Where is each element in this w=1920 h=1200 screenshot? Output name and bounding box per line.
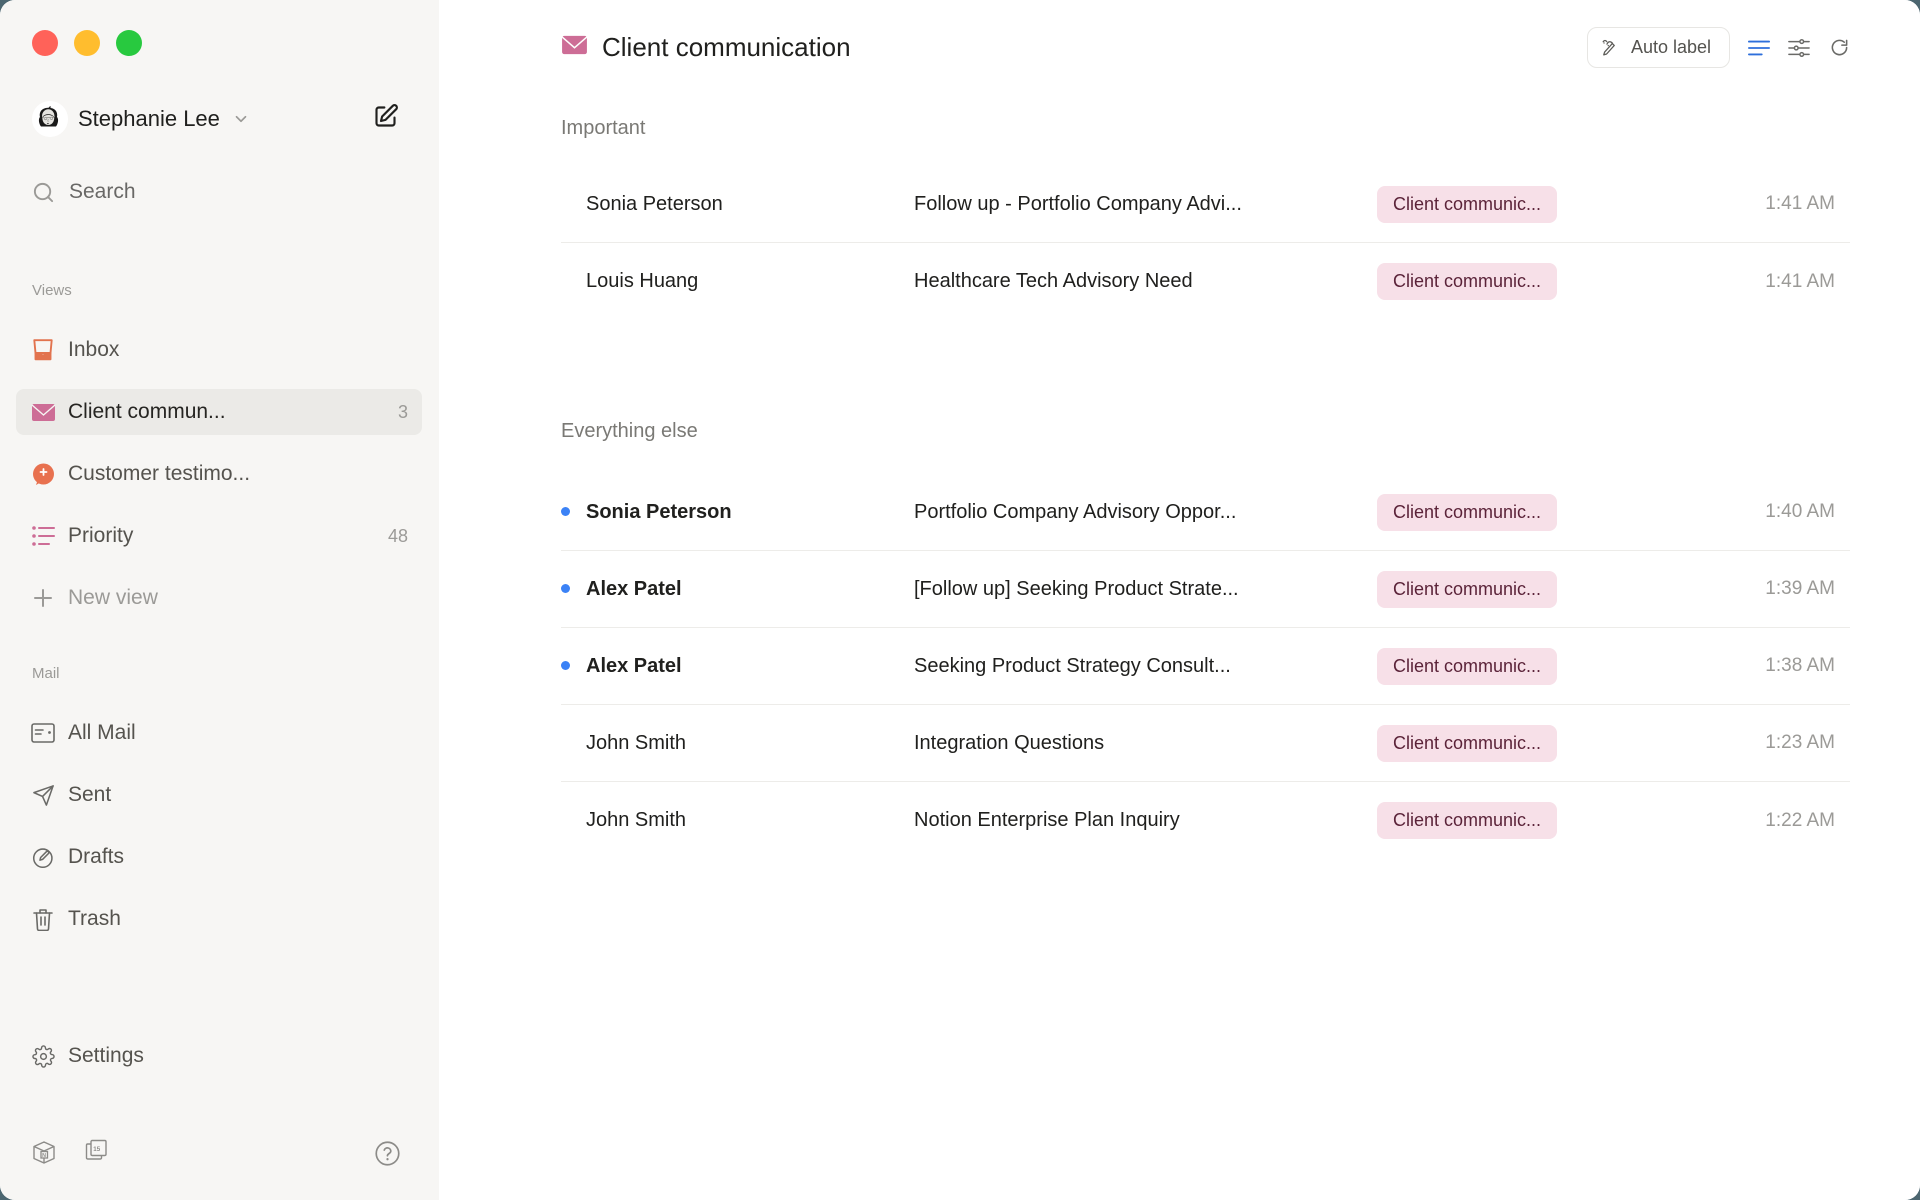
svg-text:N: N bbox=[42, 1153, 46, 1159]
svg-text:15: 15 bbox=[93, 1146, 100, 1153]
